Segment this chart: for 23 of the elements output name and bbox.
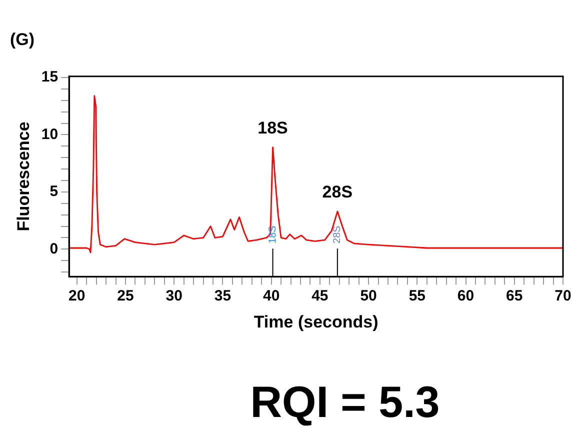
x-tick-label: 25 [117, 288, 134, 305]
x-tick-label: 50 [360, 288, 377, 305]
x-tick-label: 60 [457, 288, 474, 305]
x-tick-label: 65 [506, 288, 523, 305]
y-tick-label: 15 [41, 68, 58, 86]
annotation: 28S [322, 182, 353, 202]
y-tick-label: 5 [50, 183, 58, 200]
x-tick-label: 35 [214, 288, 232, 305]
x-tick-label: 40 [262, 288, 280, 305]
annotation: 18S [268, 225, 279, 244]
text: RQI = 5.3 [250, 378, 440, 428]
y-axis-title: Fluorescence [14, 122, 33, 232]
x-axis-title: Time (seconds) [254, 312, 378, 332]
y-tick-label: 10 [41, 126, 58, 143]
x-tick-label: 55 [408, 288, 426, 305]
x-tick-label: 45 [312, 288, 328, 305]
x-tick-label: 20 [68, 288, 86, 305]
x-tick-label: 70 [554, 288, 572, 305]
chart-title: (G) [10, 30, 35, 49]
x-tick-label: 30 [166, 288, 182, 305]
annotation: 28S [332, 225, 344, 244]
y-tick-label: 0 [50, 240, 58, 258]
annotation: 18S [258, 118, 288, 138]
